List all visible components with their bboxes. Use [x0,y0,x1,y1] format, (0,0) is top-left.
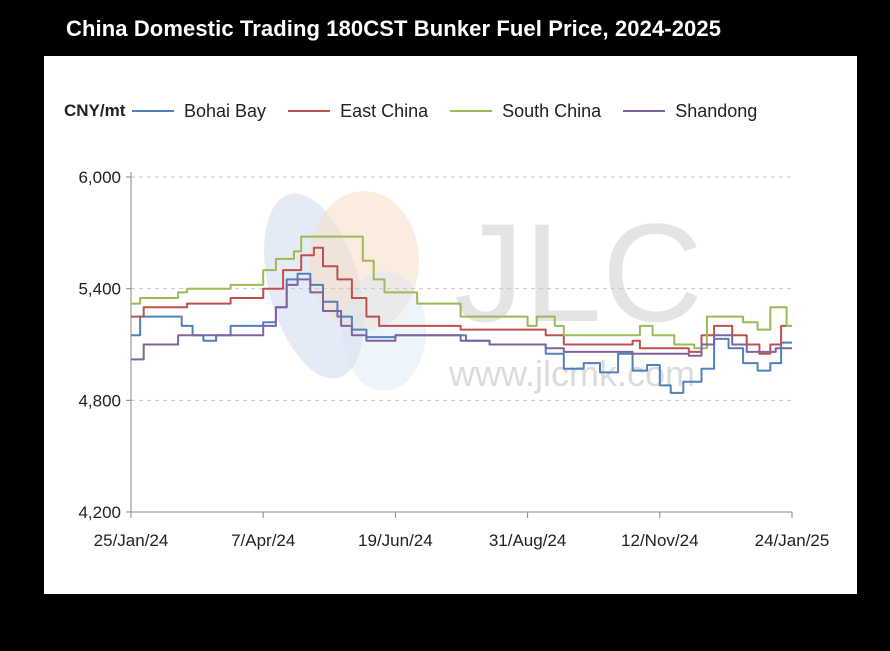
chart-panel: CNY/mt Bohai Bay East China South China Sha… [44,56,857,594]
x-tick-label: 12/Nov/24 [621,531,699,550]
gridlines [131,176,792,401]
series-line-shandong [131,278,792,361]
legend-swatch [450,110,493,112]
watermark-logo-light-swoosh [342,271,426,391]
x-tick-label: 31/Aug/24 [489,531,567,550]
series-line-south-china [131,235,792,350]
chart-legend: Bohai Bay East China South China Shandong [132,99,779,123]
legend-swatch [132,110,174,112]
axes: 6,000 5,400 4,800 4,200 25/Jan/24 7/Apr/24 19/… [78,168,829,550]
y-tick-label: 5,400 [78,280,121,299]
series-lines [131,235,792,394]
legend-label: Shandong [675,100,758,121]
x-tick-label: 25/Jan/24 [94,531,169,550]
jlc-watermark: JLC www.jlcmk.com [264,191,703,394]
legend-swatch [623,110,666,112]
chart-title: China Domestic Trading 180CST Bunker Fue… [66,16,722,41]
legend-swatch [288,110,331,112]
series-line-east-china [131,246,792,355]
x-tick-label: 19/Jun/24 [358,531,433,550]
y-axis-unit-label: CNY/mt [64,101,126,120]
legend-label: East China [340,100,429,121]
legend-label: South China [502,100,602,121]
legend-item-bohai-bay: Bohai Bay [132,101,266,122]
line-chart: JLC www.jlcmk.com 6,000 5,400 4,800 4,200 25… [78,168,829,550]
y-tick-label: 6,000 [78,168,121,187]
x-tick-label: 7/Apr/24 [231,531,295,550]
watermark-logo-text: JLC [454,194,703,351]
y-tick-label: 4,200 [78,503,121,522]
legend-item-south-china: South China [450,101,601,122]
y-tick-label: 4,800 [78,391,121,410]
legend-label: Bohai Bay [184,100,267,121]
watermark-url-text: www.jlcmk.com [448,353,695,394]
x-tick-label: 24/Jan/25 [755,531,830,550]
legend-item-shandong: Shandong [623,101,757,122]
legend-item-east-china: East China [288,101,428,122]
